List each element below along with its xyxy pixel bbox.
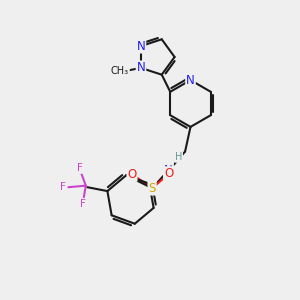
- Text: F: F: [77, 163, 83, 173]
- Text: F: F: [80, 199, 86, 209]
- Text: N: N: [136, 61, 145, 74]
- Text: F: F: [60, 182, 66, 192]
- Text: N: N: [136, 40, 145, 52]
- Text: N: N: [186, 74, 195, 87]
- Text: CH₃: CH₃: [111, 66, 129, 76]
- Text: N: N: [164, 164, 173, 177]
- Text: H: H: [175, 152, 182, 162]
- Text: O: O: [164, 167, 173, 180]
- Text: S: S: [148, 182, 156, 195]
- Text: O: O: [128, 168, 136, 181]
